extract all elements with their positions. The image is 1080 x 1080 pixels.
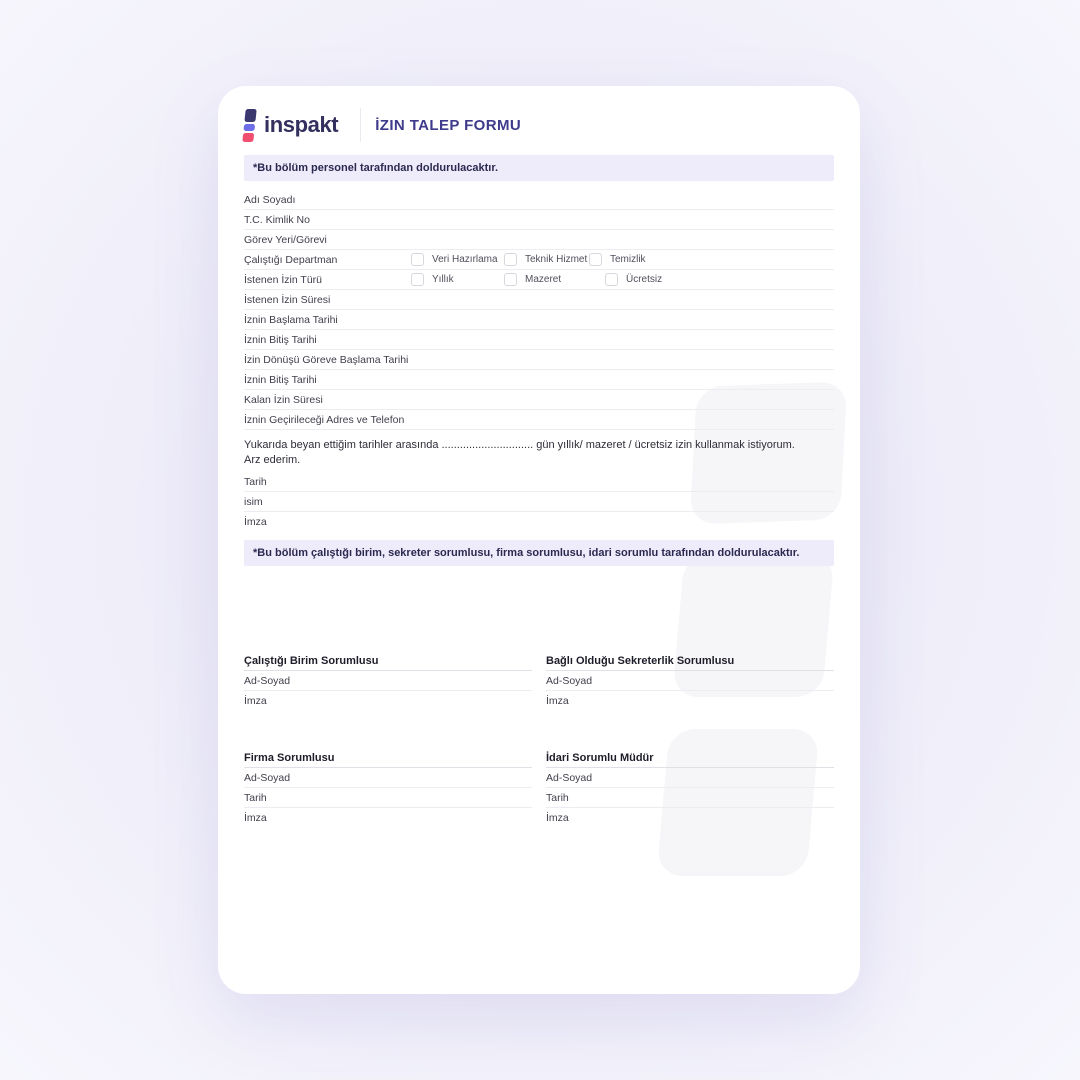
form-row: Tarih: [546, 788, 834, 809]
field-label: T.C. Kimlik No: [244, 213, 310, 226]
form-row: İmza: [546, 691, 834, 711]
checkbox[interactable]: [411, 253, 424, 266]
form-row: Adı Soyadı: [244, 190, 834, 210]
form-row-leave-type: İstenen İzin Türü Yıllık Mazeret Ücretsi…: [244, 270, 834, 290]
form-row: İmza: [244, 512, 834, 532]
form-row: Tarih: [244, 788, 532, 809]
field-label: İznin Geçirileceği Adres ve Telefon: [244, 413, 405, 426]
checkbox[interactable]: [504, 273, 517, 286]
form-row: İstenen İzin Süresi: [244, 290, 834, 310]
field-label: Tarih: [244, 791, 267, 804]
approval-blocks: Çalıştığı Birim Sorumlusu Ad-Soyad İmza …: [244, 651, 834, 828]
approval-block-title: Bağlı Olduğu Sekreterlik Sorumlusu: [546, 651, 834, 672]
field-label: Görev Yeri/Görevi: [244, 233, 327, 246]
form-row: Kalan İzin Süresi: [244, 390, 834, 410]
section-banner-personel: *Bu bölüm personel tarafından doldurulac…: [244, 155, 834, 181]
field-label: İznin Bitiş Tarihi: [244, 333, 317, 346]
form-row: Tarih: [244, 472, 834, 493]
checkbox-option: Veri Hazırlama: [411, 250, 498, 269]
checkbox-label: Ücretsiz: [626, 274, 663, 285]
form-document-card: inspakt İZIN TALEP FORMU *Bu bölüm perso…: [218, 86, 860, 994]
field-label: isim: [244, 495, 263, 508]
approval-block-title: İdari Sorumlu Müdür: [546, 748, 834, 769]
personal-signature-fields: Tarih isim İmza: [244, 472, 834, 532]
field-label: Çalıştığı Departman: [244, 253, 338, 266]
form-row: Ad-Soyad: [244, 768, 532, 789]
declaration-line2: Arz ederim.: [244, 453, 301, 466]
field-label: İmza: [244, 516, 267, 529]
form-row: İznin Geçirileceği Adres ve Telefon: [244, 410, 834, 430]
field-label: İmza: [244, 812, 267, 825]
brand-wordmark: inspakt: [264, 112, 339, 137]
approval-block: Bağlı Olduğu Sekreterlik Sorumlusu Ad-So…: [546, 651, 834, 711]
approval-block: Firma Sorumlusu Ad-Soyad Tarih İmza: [244, 748, 532, 828]
field-label: Kalan İzin Süresi: [244, 393, 323, 406]
approval-block-title: Çalıştığı Birim Sorumlusu: [244, 651, 532, 672]
declaration-text: Yukarıda beyan ettiğim tarihler arasında…: [244, 438, 834, 467]
form-row: İznin Başlama Tarihi: [244, 310, 834, 330]
field-label: Ad-Soyad: [546, 771, 593, 784]
form-row: İznin Bitiş Tarihi: [244, 370, 834, 390]
checkbox-option: Ücretsiz: [605, 270, 662, 289]
checkbox[interactable]: [411, 273, 424, 286]
approval-block: İdari Sorumlu Müdür Ad-Soyad Tarih İmza: [546, 748, 834, 828]
document-header: inspakt İZIN TALEP FORMU: [242, 106, 834, 144]
field-label: İmza: [546, 695, 569, 708]
field-label: Ad-Soyad: [244, 674, 291, 687]
form-row: Ad-Soyad: [546, 768, 834, 789]
declaration-line1: Yukarıda beyan ettiğim tarihler arasında…: [244, 439, 795, 451]
form-row-department: Çalıştığı Departman Veri Hazırlama Tekni…: [244, 250, 834, 270]
field-label: İzin Dönüşü Göreve Başlama Tarihi: [244, 353, 409, 366]
form-row: İmza: [546, 808, 834, 828]
form-row: İmza: [244, 691, 532, 711]
inspakt-logo: inspakt: [242, 108, 339, 142]
field-label: İmza: [546, 812, 569, 825]
form-row: Görev Yeri/Görevi: [244, 230, 834, 250]
checkbox[interactable]: [504, 253, 517, 266]
section-banner-approvals: *Bu bölüm çalıştığı birim, sekreter soru…: [244, 540, 834, 567]
field-label: Tarih: [546, 791, 569, 804]
form-row: isim: [244, 492, 834, 513]
checkbox-label: Teknik Hizmet: [525, 254, 588, 265]
form-row: T.C. Kimlik No: [244, 210, 834, 230]
field-label: İmza: [244, 695, 267, 708]
checkbox-option: Temizlik: [589, 250, 646, 269]
field-label: Adı Soyadı: [244, 193, 296, 206]
field-label: İznin Bitiş Tarihi: [244, 373, 317, 386]
field-label: Ad-Soyad: [546, 674, 593, 687]
field-label: İznin Başlama Tarihi: [244, 313, 338, 326]
inspakt-bars-icon: [242, 108, 257, 142]
approval-block: Çalıştığı Birim Sorumlusu Ad-Soyad İmza: [244, 651, 532, 711]
form-row: İzin Dönüşü Göreve Başlama Tarihi: [244, 350, 834, 370]
form-row: İznin Bitiş Tarihi: [244, 330, 834, 350]
page-title: İZIN TALEP FORMU: [375, 116, 522, 134]
checkbox-label: Veri Hazırlama: [432, 254, 498, 265]
approval-block-title: Firma Sorumlusu: [244, 748, 532, 769]
field-label: İstenen İzin Türü: [244, 273, 323, 286]
field-label: İstenen İzin Süresi: [244, 293, 331, 306]
checkbox-option: Teknik Hizmet: [504, 250, 587, 269]
checkbox-option: Mazeret: [504, 270, 561, 289]
checkbox-label: Mazeret: [525, 274, 562, 285]
checkbox[interactable]: [605, 273, 618, 286]
form-fields: Adı Soyadı T.C. Kimlik No Görev Yeri/Gör…: [244, 190, 834, 430]
form-row: İmza: [244, 808, 532, 828]
form-row: Ad-Soyad: [546, 671, 834, 692]
checkbox-option: Yıllık: [411, 270, 454, 289]
header-divider: [360, 108, 362, 142]
field-label: Ad-Soyad: [244, 771, 291, 784]
checkbox-label: Temizlik: [610, 254, 646, 265]
checkbox[interactable]: [589, 253, 602, 266]
field-label: Tarih: [244, 475, 267, 488]
form-row: Ad-Soyad: [244, 671, 532, 692]
checkbox-label: Yıllık: [432, 274, 454, 285]
